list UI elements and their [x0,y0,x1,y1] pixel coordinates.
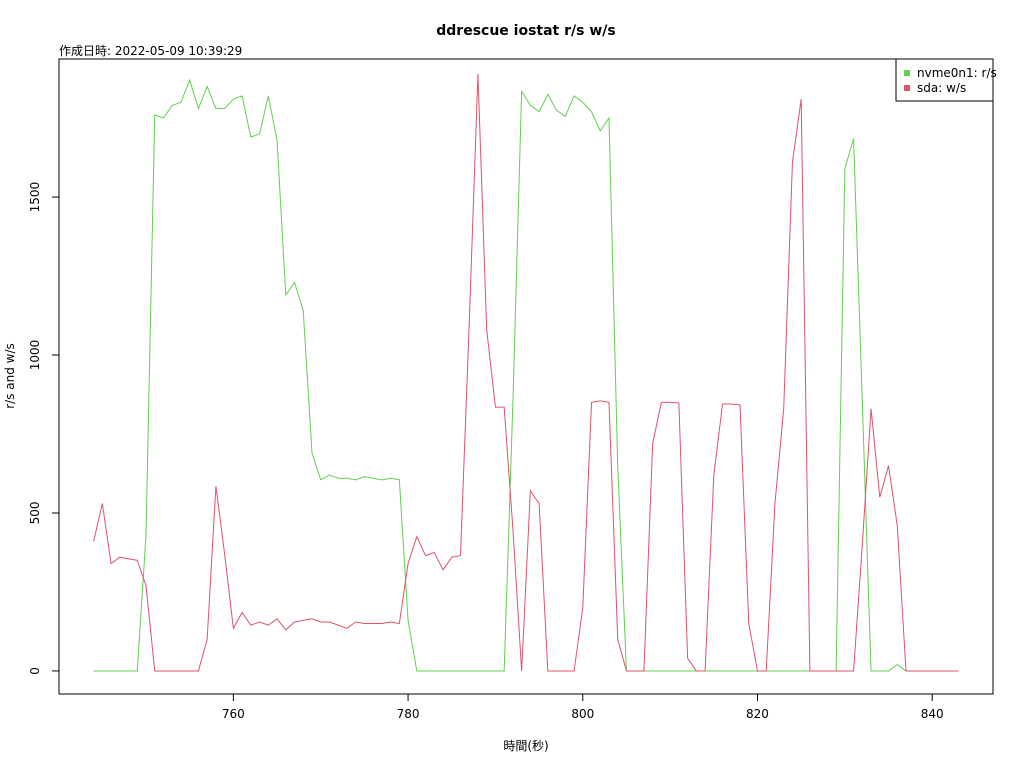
x-tick-label: 820 [746,707,769,721]
legend-box [895,58,994,102]
y-tick-label: 1000 [28,340,42,371]
y-axis-label: r/s and w/s [3,343,17,409]
plot-box [58,58,994,695]
x-tick-label: 780 [397,707,420,721]
series-line [93,73,959,672]
legend-label: nvme0n1: r/s [917,66,997,80]
y-tick-label: 1500 [28,182,42,213]
legend-swatch [904,85,910,91]
legend-swatch [904,70,910,76]
legend-label: sda: w/s [917,81,966,95]
chart-title: ddrescue iostat r/s w/s [436,23,615,39]
x-tick-label: 840 [921,707,944,721]
y-tick-label: 500 [28,502,42,525]
y-tick-label: 0 [28,667,42,675]
x-tick-label: 800 [571,707,594,721]
subtitle: 作成日時: 2022-05-09 10:39:29 [59,44,242,58]
x-tick-label: 760 [222,707,245,721]
x-axis-label: 時間(秒) [503,739,548,753]
